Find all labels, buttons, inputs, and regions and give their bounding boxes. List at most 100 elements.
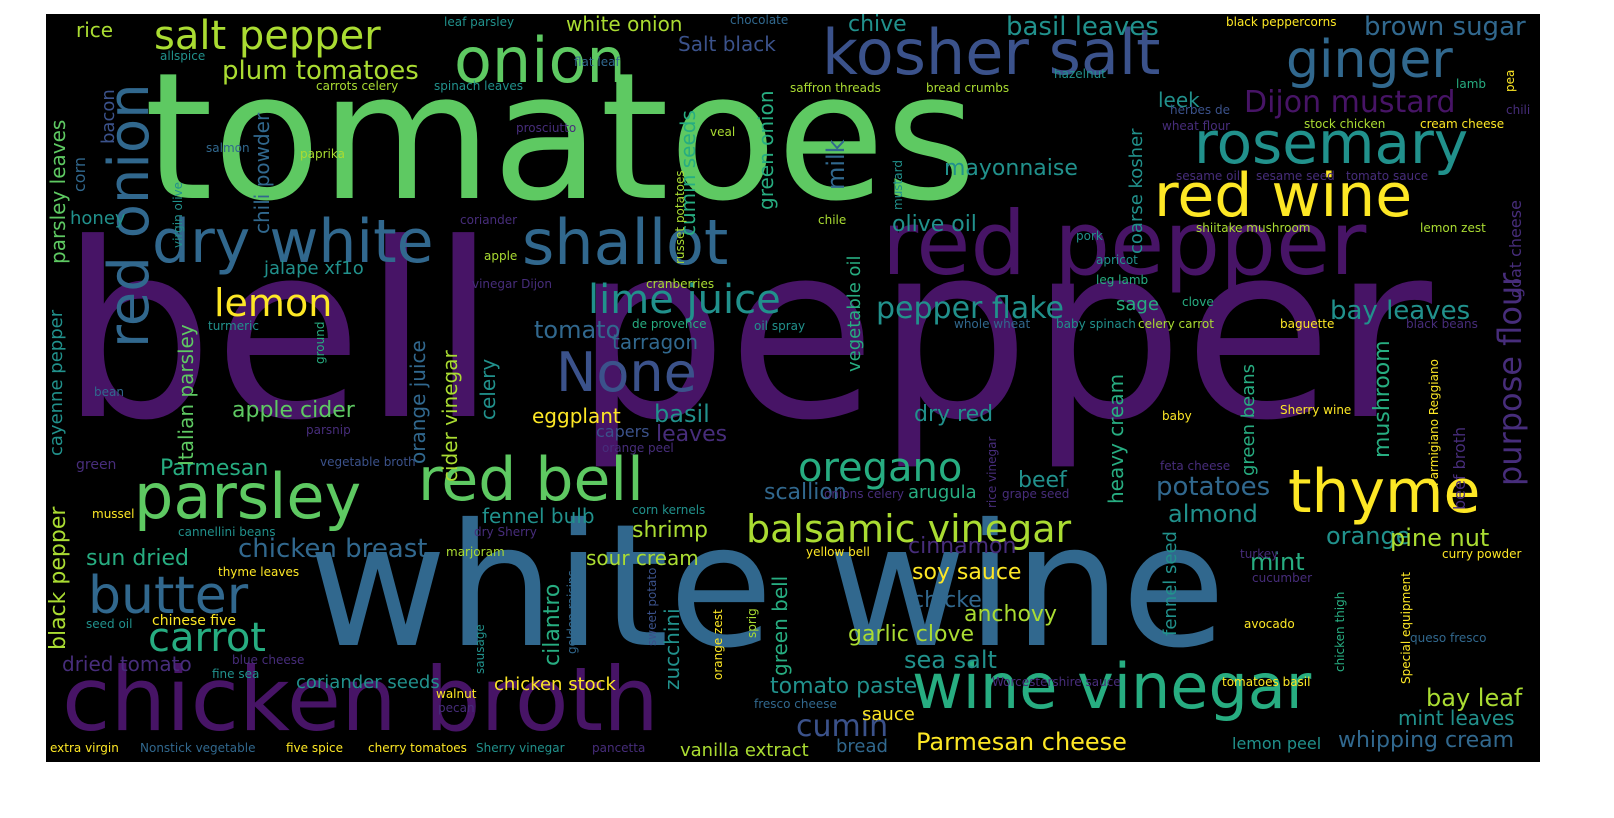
- word: sage: [1116, 294, 1159, 315]
- word: Parmigiano Reggiano: [1427, 359, 1441, 486]
- word: coriander seeds: [296, 672, 440, 693]
- word: lemon: [214, 281, 333, 325]
- word: salmon: [206, 141, 250, 155]
- word: capers: [596, 422, 650, 441]
- word: russet potatoes: [673, 170, 687, 264]
- word: bell pepper: [60, 192, 1433, 474]
- word: walnut: [436, 687, 477, 701]
- word: scallion: [764, 480, 847, 505]
- word: green bell: [768, 575, 792, 676]
- word: heavy cream: [1104, 373, 1128, 504]
- word: allspice: [160, 49, 206, 63]
- word: zucchini: [660, 608, 684, 690]
- word: ginger: [1286, 30, 1453, 90]
- word: parsnip: [306, 423, 351, 437]
- word: five spice: [286, 741, 344, 755]
- word: chocolate: [730, 14, 789, 27]
- word: prosciutto: [516, 121, 577, 135]
- word: tomato: [534, 316, 621, 344]
- word: chicken stock: [494, 674, 616, 695]
- word: thyme leaves: [218, 565, 300, 579]
- word: orange: [1326, 522, 1411, 550]
- word: Dijon mustard: [1244, 85, 1456, 120]
- word: bread: [836, 736, 888, 757]
- word: cucumber: [1252, 571, 1313, 585]
- word: None: [556, 341, 697, 404]
- word: turkey: [1240, 547, 1279, 561]
- word: almond: [1168, 500, 1258, 528]
- word: tarragon: [612, 330, 699, 354]
- word: chicken: [912, 588, 996, 613]
- word: sprig: [745, 608, 759, 638]
- word: olive oil: [892, 212, 977, 237]
- word: herbes de: [1170, 103, 1230, 117]
- word: lamb: [1456, 77, 1486, 91]
- word: sesame oil: [1176, 169, 1241, 183]
- word: Salt black: [678, 32, 776, 56]
- word: yellow bell: [806, 545, 870, 559]
- word: beef broth: [1450, 426, 1469, 510]
- word: brown sugar: [1364, 14, 1526, 42]
- word: butter: [88, 566, 249, 626]
- word: Parmesan cheese: [916, 728, 1127, 756]
- word: parsley: [134, 460, 362, 533]
- word: queso fresco: [1410, 631, 1487, 645]
- word: chili powder: [250, 112, 274, 234]
- word: stock chicken: [1304, 117, 1386, 131]
- word: celery: [476, 358, 500, 420]
- word: vegetable oil: [844, 255, 865, 372]
- word: purpose flour: [1491, 272, 1529, 486]
- word: pork: [1076, 229, 1103, 243]
- word: green: [76, 457, 117, 473]
- word: red wine: [1154, 161, 1413, 231]
- word: green beans: [1238, 363, 1259, 476]
- word: feta cheese: [1160, 459, 1231, 473]
- word: bean: [94, 385, 124, 399]
- word: virgin olive: [171, 181, 185, 248]
- word: sauce: [862, 704, 915, 725]
- word: baby spinach: [1056, 317, 1136, 331]
- word: sour cream: [586, 546, 699, 570]
- word: mint: [1250, 548, 1305, 576]
- word: golden raisins: [565, 570, 579, 654]
- word: wine vinegar: [912, 650, 1312, 723]
- word: lemon peel: [1232, 734, 1322, 753]
- word: corn: [70, 156, 89, 192]
- word: arugula: [908, 482, 977, 503]
- word: bacon: [98, 89, 119, 144]
- word: oil spray: [754, 319, 806, 333]
- word: dried tomato: [62, 652, 192, 676]
- word: bay leaf: [1426, 684, 1523, 712]
- word: shiitake mushroom: [1196, 221, 1311, 235]
- word: red bell: [418, 445, 644, 515]
- word: bread crumbs: [926, 81, 1010, 95]
- word: dry white: [152, 207, 434, 277]
- word: kosher salt: [822, 16, 1161, 89]
- word: milk: [822, 139, 850, 190]
- word: Nonstick vegetable: [140, 741, 256, 755]
- word: apple cider: [232, 398, 355, 423]
- word: celery carrot: [1138, 317, 1214, 331]
- word: curry powder: [1442, 547, 1522, 561]
- word: leaf parsley: [444, 15, 515, 29]
- word: cannellini beans: [178, 525, 276, 539]
- word: cranberries: [646, 277, 715, 291]
- word: tomato paste: [770, 674, 918, 699]
- word: parsley leaves: [46, 119, 70, 264]
- word: tomato sauce: [1346, 169, 1429, 183]
- word: whole wheat: [954, 317, 1031, 331]
- word: de provence: [632, 317, 707, 331]
- word: spinach leaves: [434, 79, 523, 93]
- word: onion: [454, 24, 626, 97]
- word: oregano: [798, 445, 963, 491]
- word: mussel: [92, 507, 135, 521]
- word: coriander: [460, 213, 518, 227]
- word: carrots celery: [316, 79, 399, 93]
- word: vinegar Dijon: [472, 277, 552, 291]
- word: chive: [848, 14, 907, 37]
- word: leek: [1158, 88, 1200, 112]
- word: basil: [654, 400, 710, 428]
- word: baby: [1162, 409, 1192, 423]
- word: lemon zest: [1420, 221, 1486, 235]
- word: dry red: [914, 402, 994, 427]
